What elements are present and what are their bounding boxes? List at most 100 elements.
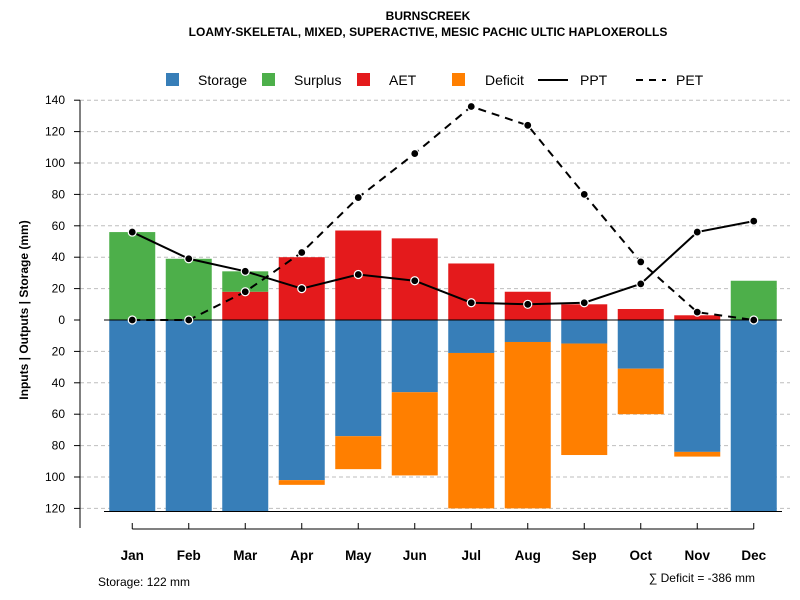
surplus-bar [109,232,156,320]
storage-bar [109,320,156,512]
pet-point [353,192,363,203]
series-lines [127,101,759,325]
ppt-point [636,279,646,289]
ppt-point [410,276,420,286]
x-tick-label: Jul [461,548,481,563]
deficit-bar [674,451,721,457]
ppt-point [749,216,759,226]
y-tick-label: 0 [58,313,65,327]
aet-bar [674,315,721,320]
y-tick-label: 120 [45,501,65,515]
y-tick-label: 100 [45,470,65,484]
deficit-bar [391,392,438,476]
deficit-bar [504,341,551,509]
ppt-point [297,284,307,294]
pet-point [692,307,702,317]
ppt-point [692,227,702,237]
legend: Storage Surplus AET Deficit PPT PET [166,72,704,88]
aet-legend-swatch [357,73,370,86]
y-axis-label: Inputs | Outputs | Storage (mm) [17,220,31,399]
aet-bar [617,309,664,320]
x-tick-label: Apr [290,548,314,563]
surplus-legend-swatch [262,73,275,86]
storage-bar [278,320,325,481]
deficit-bar [617,368,664,415]
ppt-point [523,299,533,309]
y-tick-label: 40 [52,376,66,390]
deficit-bar [278,480,325,485]
pet-legend-label: PET [676,72,704,88]
x-tick-label: May [345,548,372,563]
pet-point [127,315,137,325]
pet-point [466,101,476,112]
storage-legend-label: Storage [198,72,247,88]
ppt-line [131,220,754,306]
storage-legend-swatch [166,73,179,86]
aet-bar [222,291,269,320]
storage-bar [165,320,212,512]
surplus-legend-label: Surplus [294,72,341,88]
x-tick-label: Feb [177,548,201,563]
surplus-bar [222,271,269,292]
pet-point [297,247,307,258]
aet-bar [448,263,495,320]
axes: 140 120 100 80 60 40 20 0 20 40 60 80 100 120 Jan Feb Ma… [45,93,782,563]
x-tick-label: Sep [572,548,597,563]
pet-point [749,315,759,325]
bars [109,230,777,512]
chart-subtitle: LOAMY-SKELETAL, MIXED, SUPERACTIVE, MESI… [189,25,668,39]
y-tick-label: 80 [52,187,66,201]
x-tick-label: Jan [121,548,144,563]
deficit-legend-label: Deficit [485,72,524,88]
x-tick-label: Jun [403,548,427,563]
y-tick-label: 60 [52,219,66,233]
chart-title: BURNSCREEK [386,9,471,23]
ppt-legend-label: PPT [580,72,608,88]
storage-bar [391,320,438,393]
storage-bar [504,320,551,342]
y-tick-label: 20 [52,344,66,358]
y-tick-label: 40 [52,250,66,264]
y-tick-label: 140 [45,93,65,107]
ppt-point [466,298,476,308]
ppt-point [353,269,363,280]
storage-bar [617,320,664,369]
storage-bar [335,320,382,437]
surplus-bar [730,280,777,320]
pet-point [579,189,589,199]
deficit-footer: ∑ Deficit = -386 mm [649,571,755,585]
y-tick-label: 100 [45,156,65,170]
storage-bar [222,320,269,512]
storage-footer: Storage: 122 mm [98,575,190,589]
surplus-bar [165,258,212,320]
x-tick-label: Nov [684,548,710,563]
storage-bar [674,320,721,452]
storage-bar [730,320,777,512]
ppt-point [184,254,194,264]
deficit-bar [335,436,382,470]
pet-point [410,148,420,159]
pet-point [184,315,194,325]
deficit-bar [561,343,608,456]
deficit-legend-swatch [452,73,465,86]
pet-point [240,287,250,297]
deficit-bar [448,352,495,509]
ppt-point [127,227,137,237]
storage-bar [448,320,495,353]
y-tick-label: 60 [52,407,66,421]
ppt-point [240,266,250,276]
pet-point [523,120,533,130]
x-tick-label: Dec [741,548,766,563]
pet-point [636,257,646,267]
y-tick-label: 20 [52,282,66,296]
ppt-point [579,298,589,308]
x-tick-label: Mar [233,548,258,563]
aet-bar [561,304,608,320]
y-tick-label: 120 [45,125,65,139]
x-tick-label: Aug [515,548,541,563]
aet-legend-label: AET [389,72,417,88]
y-tick-label: 80 [52,439,66,453]
pet-line [132,105,754,321]
x-tick-label: Oct [629,548,652,563]
